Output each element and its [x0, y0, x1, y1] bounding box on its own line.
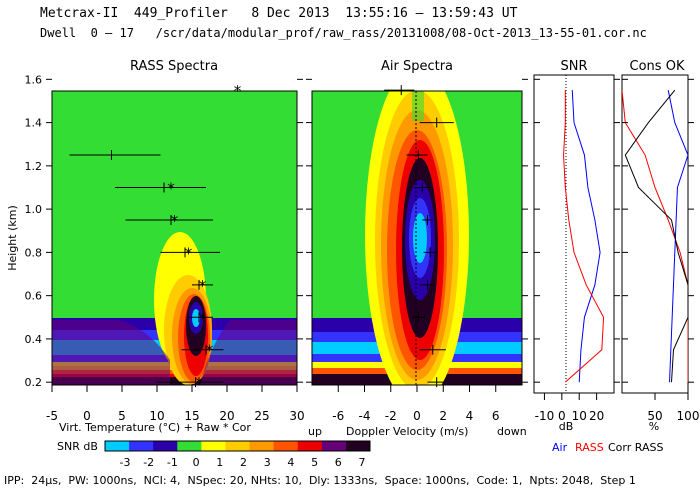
rass-cor-point: *	[234, 82, 242, 100]
rass-spectra-title: RASS Spectra	[130, 59, 218, 74]
rass-x-tick-label: 25	[254, 409, 269, 423]
rass-x-tick-label: 10	[149, 409, 164, 423]
colorbar-tick-label: 1	[216, 456, 223, 469]
height-tick-label: 1.6	[25, 73, 43, 86]
height-tick-label: 0.8	[25, 246, 43, 259]
colorbar-swatch	[321, 441, 347, 451]
air-x-axis-label: Doppler Velocity (m/s)	[346, 425, 468, 438]
colorbar-swatch	[225, 441, 251, 451]
height-tick-label: 0.2	[25, 376, 43, 389]
dwell-path-line: Dwell 0 – 17 /scr/data/modular_prof/raw_…	[40, 26, 647, 40]
snr-x-tick-label: 0	[558, 409, 566, 423]
rass-x-tick-label: 30	[289, 409, 304, 423]
air-x-tick-label: -4	[359, 409, 371, 423]
rass-x-tick-label: 0	[83, 409, 91, 423]
colorbar-swatch	[297, 441, 323, 451]
rass-x-tick-label: 5	[118, 409, 126, 423]
air-x-note-down: down	[497, 425, 527, 438]
height-axis-label: Height (km)	[6, 205, 19, 271]
colorbar-tick-label: -3	[120, 456, 131, 469]
cons-line-rass	[622, 90, 688, 383]
cons-ok-title: Cons OK	[630, 59, 685, 74]
rass-cor-point: *	[171, 212, 179, 230]
colorbar-swatch	[129, 441, 154, 451]
colorbar-tick-label: 4	[287, 456, 294, 469]
legend-rass: RASS	[575, 441, 604, 454]
colorbar-tick-label: 3	[264, 456, 271, 469]
cons-line-corr-rass	[624, 89, 688, 383]
snr-x-tick-label: 20	[589, 409, 604, 423]
colorbar-tick-label: 0	[193, 456, 200, 469]
air-spectra-title: Air Spectra	[381, 59, 453, 74]
colorbar-frame	[104, 440, 371, 452]
air-x-tick-label: -2	[385, 409, 397, 423]
cons-x-tick-label: 100	[677, 409, 700, 423]
air-x-tick-label: -6	[332, 409, 344, 423]
height-tick-label: 0.4	[25, 333, 43, 346]
air-x-tick-label: 0	[413, 409, 421, 423]
rass-spectra-field	[52, 91, 297, 385]
height-tick-label: 0.6	[25, 290, 43, 303]
colorbar-tick-label: 6	[335, 456, 342, 469]
colorbar-swatch	[105, 441, 130, 451]
snr-frame	[533, 74, 615, 394]
colorbar-swatch	[153, 441, 178, 451]
snr-x-axis-label: dB	[559, 420, 574, 433]
colorbar-swatch	[249, 441, 275, 451]
snr-x-tick-label: -10	[535, 409, 555, 423]
acquisition-params: IPP: 24μs, PW: 1000ns, NCI: 4, NSpec: 20…	[4, 474, 636, 487]
colorbar-tick-label: -1	[167, 456, 178, 469]
rass-x-tick-label: -5	[46, 409, 58, 423]
air-x-tick-label: 6	[492, 409, 500, 423]
snr-x-tick-label: 10	[572, 409, 587, 423]
legend-corr-rass: Corr RASS	[608, 441, 663, 454]
figure-title: Metcrax-II 449_Profiler 8 Dec 2013 13:55…	[40, 6, 518, 21]
rass-x-tick-label: 20	[219, 409, 234, 423]
cons-ok-x-axis-label: %	[649, 420, 659, 433]
colorbar-tick-label: -2	[143, 456, 154, 469]
rass-cor-point: *	[195, 374, 203, 392]
height-tick-label: 1.0	[25, 203, 43, 216]
colorbar-swatch	[201, 441, 226, 451]
colorbar-swatch	[273, 441, 299, 451]
colorbar-swatch	[345, 441, 371, 451]
rass-x-tick-label: 15	[184, 409, 199, 423]
rass-cor-point: *	[199, 277, 207, 295]
air-spectra-field	[312, 91, 522, 385]
rass-x-axis-label: Virt. Temperature (°C) + Raw * Cor	[59, 421, 251, 434]
colorbar-tick-label: 5	[311, 456, 318, 469]
colorbar-tick-label: 7	[359, 456, 366, 469]
colorbar-tick-label: 2	[240, 456, 247, 469]
snr-line-air	[571, 90, 601, 383]
rass-cor-point: *	[199, 309, 207, 327]
rass-cor-point: *	[206, 342, 214, 360]
rass-cor-point: *	[185, 244, 193, 262]
air-x-note-up: up	[308, 425, 322, 438]
legend-air: Air	[552, 441, 568, 454]
snr-title: SNR	[560, 59, 587, 74]
colorbar-swatch	[177, 441, 202, 451]
height-tick-label: 1.4	[25, 117, 43, 130]
colorbar-title: SNR dB	[57, 440, 98, 453]
height-tick-label: 1.2	[25, 160, 43, 173]
cons-x-tick-label: 50	[647, 409, 662, 423]
cons-line-air	[667, 90, 688, 383]
cons-ok-frame	[621, 74, 689, 394]
air-x-tick-label: 4	[466, 409, 474, 423]
rass-cor-point: *	[167, 179, 175, 197]
air-x-tick-label: 2	[439, 409, 447, 423]
rass-spectra-frame	[51, 90, 298, 386]
snr-line-rass	[563, 90, 605, 383]
